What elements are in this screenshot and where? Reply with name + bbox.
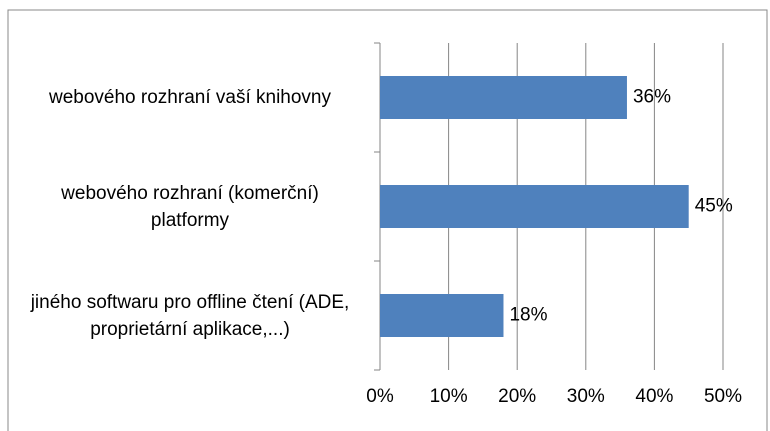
bar (380, 185, 689, 228)
y-label-box: webového rozhraní (komerční) platformy (61, 182, 319, 231)
data-label: 36% (633, 87, 671, 108)
y-label-box: jiného softwaru pro offline čtení (ADE, … (30, 291, 350, 340)
y-label-box: webového rozhraní vaší knihovny (49, 87, 331, 108)
y-tick-label: jiného softwaru pro offline čtení (ADE, … (30, 291, 350, 340)
bar (380, 76, 627, 119)
bar (380, 294, 504, 337)
y-tick-label: webového rozhraní (komerční) platformy (61, 182, 319, 231)
x-tick-label: 30% (567, 386, 605, 407)
data-label: 18% (509, 305, 547, 326)
x-tick-label: 0% (366, 386, 394, 407)
y-tick-label: webového rozhraní vaší knihovny (49, 87, 331, 108)
x-tick-label: 40% (635, 386, 673, 407)
x-tick-label: 10% (430, 386, 468, 407)
x-tick-label: 50% (704, 386, 742, 407)
x-tick-label: 20% (498, 386, 536, 407)
data-label: 45% (695, 196, 733, 217)
chart-frame (7, 9, 768, 431)
